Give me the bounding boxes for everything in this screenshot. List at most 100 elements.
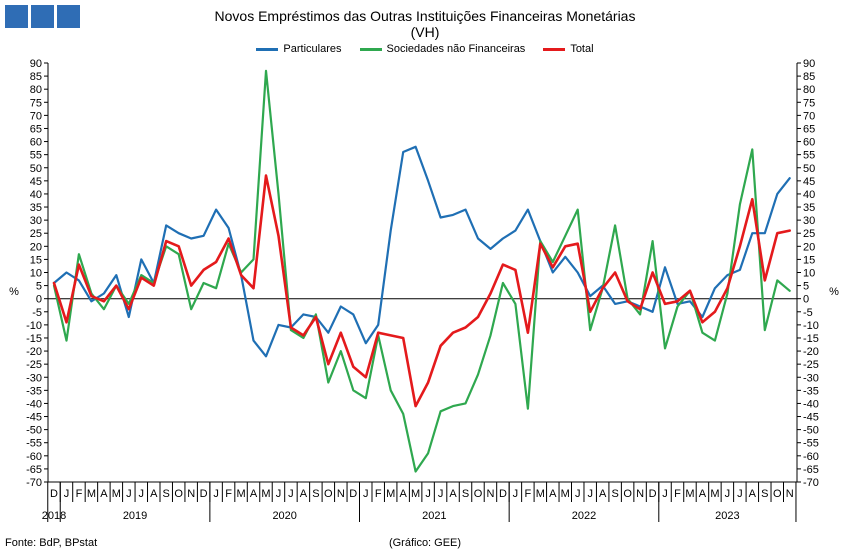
x-tick-label: M <box>685 488 694 500</box>
series-line-particulares <box>52 145 791 358</box>
x-tick-label: J <box>425 488 431 500</box>
y-tick-label-left: -5 <box>32 307 42 319</box>
y-tick-label-right: 80 <box>803 84 815 96</box>
y-tick-label-right: -65 <box>803 464 819 476</box>
x-tick-label: M <box>87 488 96 500</box>
x-tick-label: O <box>174 488 183 500</box>
x-tick-label: S <box>761 488 768 500</box>
y-tick-label-right: 30 <box>803 215 815 227</box>
x-tick-label: M <box>261 488 270 500</box>
x-tick-label: O <box>324 488 333 500</box>
x-tick-label: A <box>100 488 108 500</box>
x-tick-label: F <box>674 488 681 500</box>
x-tick-label: J <box>737 488 743 500</box>
y-tick-label-right: -20 <box>803 346 819 358</box>
legend-swatch-total <box>543 47 566 51</box>
y-tick-label-right: -35 <box>803 385 819 397</box>
x-tick-label: O <box>623 488 632 500</box>
x-tick-label: A <box>549 488 557 500</box>
chart-lines <box>52 69 792 473</box>
y-tick-label-left: 5 <box>36 281 42 293</box>
y-tick-label-left: -45 <box>26 412 42 424</box>
y-tick-label-left: -30 <box>26 372 42 384</box>
x-tick-label: N <box>337 488 345 500</box>
y-tick-label-right: 35 <box>803 202 815 214</box>
y-tick-label-left: 25 <box>30 228 42 240</box>
x-tick-label: D <box>349 488 357 500</box>
x-tick-label: A <box>150 488 158 500</box>
x-tick-label: A <box>749 488 757 500</box>
y-tick-label-right: 55 <box>803 150 815 162</box>
x-tick-label: J <box>363 488 369 500</box>
logo-square-2 <box>31 5 54 28</box>
x-tick-label: M <box>112 488 121 500</box>
x-tick-label: A <box>399 488 407 500</box>
y-tick-label-left: 80 <box>30 84 42 96</box>
x-tick-label: D <box>200 488 208 500</box>
x-tick-label: M <box>386 488 395 500</box>
chart-legend: Particulares Sociedades não Financeiras … <box>0 43 850 55</box>
x-tick-label: M <box>411 488 420 500</box>
x-tick-label: S <box>163 488 170 500</box>
y-tick-label-right: 60 <box>803 137 815 149</box>
y-tick-label-left: -10 <box>26 320 42 332</box>
y-tick-label-right: -10 <box>803 320 819 332</box>
x-tick-label: M <box>710 488 719 500</box>
y-tick-label-left: 75 <box>30 97 42 109</box>
y-tick-label-right: 50 <box>803 163 815 175</box>
legend-item-sociedades: Sociedades não Financeiras <box>359 43 526 55</box>
y-tick-label-left: 15 <box>30 254 42 266</box>
chart-subtitle: (VH) <box>410 24 440 40</box>
y-tick-label-right: 15 <box>803 254 815 266</box>
x-year-label: 2023 <box>715 510 739 522</box>
y-tick-label-left: 35 <box>30 202 42 214</box>
x-year-label: 2019 <box>123 510 147 522</box>
y-tick-label-right: 90 <box>803 58 815 70</box>
x-tick-label: M <box>236 488 245 500</box>
legend-label-total: Total <box>570 43 594 55</box>
y-tick-label-left: 90 <box>30 58 42 70</box>
y-tick-label-left: 30 <box>30 215 42 227</box>
y-tick-label-right: 5 <box>803 281 809 293</box>
y-tick-label-left: -55 <box>26 438 42 450</box>
y-tick-label-right: -25 <box>803 359 819 371</box>
legend-label-particulares: Particulares <box>283 43 342 55</box>
y-tick-label-right: 25 <box>803 228 815 240</box>
y-tick-label-left: -40 <box>26 398 42 410</box>
x-year-label: 2021 <box>422 510 446 522</box>
y-tick-label-right: 65 <box>803 123 815 135</box>
y-tick-label-left: -35 <box>26 385 42 397</box>
x-tick-label: F <box>76 488 83 500</box>
y-tick-label-right: 85 <box>803 71 815 83</box>
chart-title: Novos Empréstimos das Outras Instituiçõe… <box>214 8 636 24</box>
x-tick-label: D <box>649 488 657 500</box>
y-tick-label-right: 20 <box>803 241 815 253</box>
x-tick-label: A <box>300 488 308 500</box>
y-tick-label-left: 65 <box>30 123 42 135</box>
legend-label-sociedades: Sociedades não Financeiras <box>386 43 526 55</box>
x-tick-label: J <box>575 488 581 500</box>
y-tick-label-left: -15 <box>26 333 42 345</box>
series-line-sociedades <box>52 69 791 473</box>
x-tick-label: J <box>139 488 145 500</box>
x-tick-label: N <box>786 488 794 500</box>
y-tick-label-left: 10 <box>30 268 42 280</box>
x-tick-label: J <box>213 488 219 500</box>
x-year-label: 2022 <box>572 510 596 522</box>
y-tick-label-left: -50 <box>26 425 42 437</box>
legend-swatch-sociedades <box>359 47 382 51</box>
y-axis-label-right: % <box>829 286 839 298</box>
y-tick-label-right: -15 <box>803 333 819 345</box>
y-tick-label-right: 0 <box>803 294 809 306</box>
y-tick-label-left: 45 <box>30 176 42 188</box>
y-tick-label-left: -60 <box>26 451 42 463</box>
x-tick-label: J <box>438 488 444 500</box>
y-tick-label-right: 70 <box>803 110 815 122</box>
x-tick-label: J <box>64 488 70 500</box>
y-tick-label-left: 70 <box>30 110 42 122</box>
y-tick-label-left: 85 <box>30 71 42 83</box>
y-tick-label-right: -50 <box>803 425 819 437</box>
x-tick-label: J <box>513 488 519 500</box>
chart-credit: (Gráfico: GEE) <box>388 537 462 549</box>
y-tick-label-right: 45 <box>803 176 815 188</box>
